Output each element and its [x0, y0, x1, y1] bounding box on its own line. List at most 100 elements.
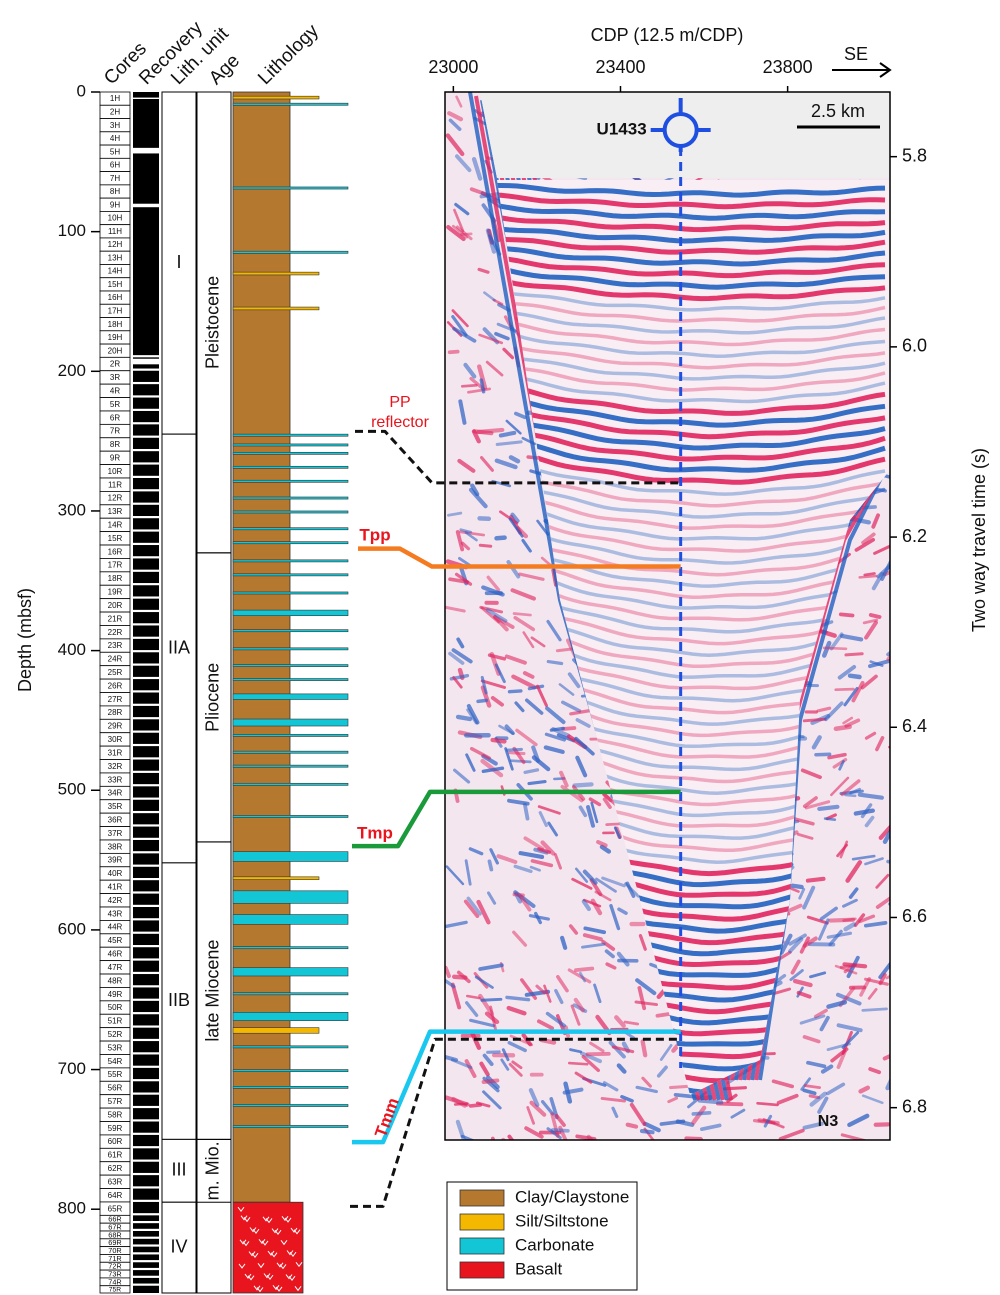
seismic-noise	[486, 575, 501, 592]
recovery-gap	[133, 918, 159, 921]
seismic-noise	[589, 1041, 605, 1053]
core-label: 69R	[108, 1238, 121, 1247]
recovery-gap	[133, 1252, 159, 1255]
seismic-noise	[553, 777, 566, 781]
basalt-symbol	[248, 1251, 256, 1257]
seismic-noise	[546, 659, 564, 666]
seismic-noise	[625, 1122, 639, 1129]
seismic-noise	[841, 1031, 860, 1049]
seismic-noise	[479, 1061, 490, 1077]
seismic-noise	[796, 832, 814, 840]
seismic-noise	[508, 751, 526, 756]
lithology-bed	[232, 496, 349, 500]
recovery-gap	[133, 1038, 159, 1042]
seismic-noise	[581, 899, 592, 912]
seismic-noise	[561, 700, 582, 713]
seismic-noise	[530, 636, 546, 648]
seismic-noise	[465, 1001, 479, 1017]
core-label: 1H	[110, 94, 120, 103]
seismic-reflector	[497, 192, 886, 210]
seismic-noise	[454, 202, 470, 216]
scale-bar-label: 2.5 km	[811, 101, 865, 121]
seismic-noise	[480, 675, 488, 695]
recovery-gap	[133, 1260, 159, 1263]
lithology-bed	[232, 527, 349, 531]
seismic-noise	[611, 1106, 619, 1118]
legend-swatch	[459, 1213, 505, 1231]
recovery-gap	[133, 690, 159, 693]
seismic-noise	[578, 805, 588, 818]
seismic-noise	[477, 364, 488, 390]
seismic-noise	[480, 685, 492, 708]
seismic-noise	[484, 1011, 500, 1025]
basalt-symbol	[294, 1286, 302, 1292]
seismic-noise	[875, 896, 890, 909]
y-tick-label: 700	[58, 1059, 86, 1078]
lithology-bed	[232, 479, 349, 483]
seismic-noise	[459, 528, 473, 534]
core-label: 42R	[108, 896, 123, 905]
basalt-symbol	[276, 1262, 284, 1268]
seismic-noise	[510, 588, 536, 601]
recovery-gap	[133, 877, 159, 881]
lithology-bed	[232, 967, 349, 977]
recovery-gap	[133, 1228, 159, 1231]
seismic-noise	[555, 647, 577, 653]
core-label: 60R	[108, 1137, 123, 1146]
seismic-noise	[574, 867, 589, 883]
seismic-noise	[802, 885, 816, 910]
seismic-noise	[465, 994, 481, 1000]
seismic-noise	[458, 399, 467, 425]
seismic-noise	[482, 1090, 502, 1110]
lithology-bed	[232, 186, 349, 190]
seismic-noise	[465, 753, 476, 772]
lithology-bed	[232, 95, 320, 100]
seismic-noise	[842, 917, 857, 922]
core-label: 14R	[108, 521, 123, 530]
basalt-symbol	[290, 1227, 298, 1233]
seismic-noise	[485, 360, 504, 377]
seismic-noise	[790, 959, 801, 975]
seismic-noise	[613, 826, 622, 839]
seismic-noise	[479, 605, 504, 614]
y-tick-label: 5.8	[902, 145, 927, 165]
seismic-noise	[445, 865, 465, 886]
core-label: 46R	[108, 950, 123, 959]
seismic-noise	[529, 865, 541, 872]
seismic-noise	[779, 933, 793, 955]
lithology-bed	[232, 664, 349, 667]
seismic-noise	[453, 1102, 469, 1106]
seismic-noise	[445, 979, 456, 989]
lithology-bed	[232, 890, 349, 904]
seismic-noise	[756, 1101, 779, 1107]
recovery-gap	[133, 1092, 159, 1095]
seismic-noise	[560, 935, 568, 950]
horizon-label: PP	[389, 394, 410, 411]
core-label: 30R	[108, 735, 123, 744]
core-label: 5R	[110, 400, 120, 409]
age-interval	[196, 1138, 232, 1203]
seismic-noise	[602, 792, 613, 803]
basalt-symbol	[258, 1238, 266, 1245]
seismic-noise	[880, 559, 890, 581]
seismic-noise	[836, 1049, 847, 1070]
water-column	[480, 92, 890, 178]
seismic-noise	[859, 977, 872, 997]
seismic-noise	[840, 779, 861, 797]
basalt-symbol	[249, 1227, 257, 1233]
seismic-noise	[822, 646, 848, 651]
recovery-gap	[133, 1159, 159, 1162]
column-header: Lithology	[254, 20, 323, 89]
seismic-noise	[590, 801, 599, 824]
lithology-bed	[232, 433, 349, 437]
y-tick-label: 300	[58, 500, 86, 519]
core-label: 43R	[108, 909, 123, 918]
core-label: 59R	[108, 1124, 123, 1133]
seismic-noise	[819, 1015, 830, 1032]
seismic-noise	[802, 1088, 817, 1096]
seismic-noise	[843, 922, 857, 932]
seismic-noise	[455, 530, 465, 552]
core-label: 18H	[108, 320, 123, 329]
seismic-noise	[457, 458, 476, 473]
seismic-noise	[508, 455, 521, 464]
